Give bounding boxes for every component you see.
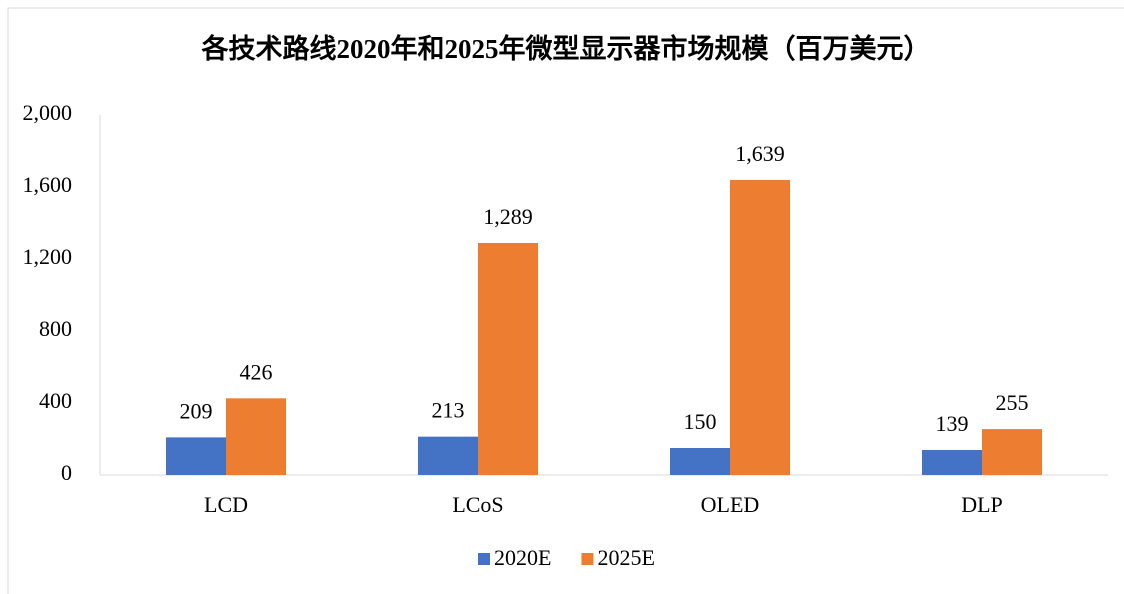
y-tick-label: 1,200 [23,244,73,269]
y-tick-label: 0 [61,460,72,485]
legend-label: 2020E [494,545,551,570]
x-tick-label: DLP [961,492,1003,517]
y-tick-label: 1,600 [23,172,73,197]
data-label: 255 [996,390,1029,415]
bar [226,398,286,475]
y-tick-label: 800 [39,316,72,341]
data-label: 139 [936,411,969,436]
legend-swatch [478,553,490,565]
y-tick-label: 400 [39,388,72,413]
data-label: 1,639 [735,141,785,166]
x-tick-label: LCD [204,492,248,517]
legend-label: 2025E [597,545,654,570]
chart-border [7,7,1124,594]
bar [418,436,478,475]
y-tick-label: 2,000 [23,100,73,125]
bar [166,437,226,475]
data-label: 150 [684,409,717,434]
bar [982,429,1042,475]
data-label: 213 [432,398,465,423]
bar [730,179,790,476]
bar [922,449,982,475]
legend-swatch [581,553,594,565]
bar [478,242,538,475]
data-label: 209 [180,398,213,423]
data-label: 426 [240,359,273,384]
chart-title: 各技术路线2020年和2025年微型显示器市场规模（百万美元） [201,33,931,64]
data-label: 1,289 [483,204,533,229]
x-tick-label: LCoS [452,492,503,517]
x-tick-label: OLED [701,492,760,517]
bar [670,448,730,475]
